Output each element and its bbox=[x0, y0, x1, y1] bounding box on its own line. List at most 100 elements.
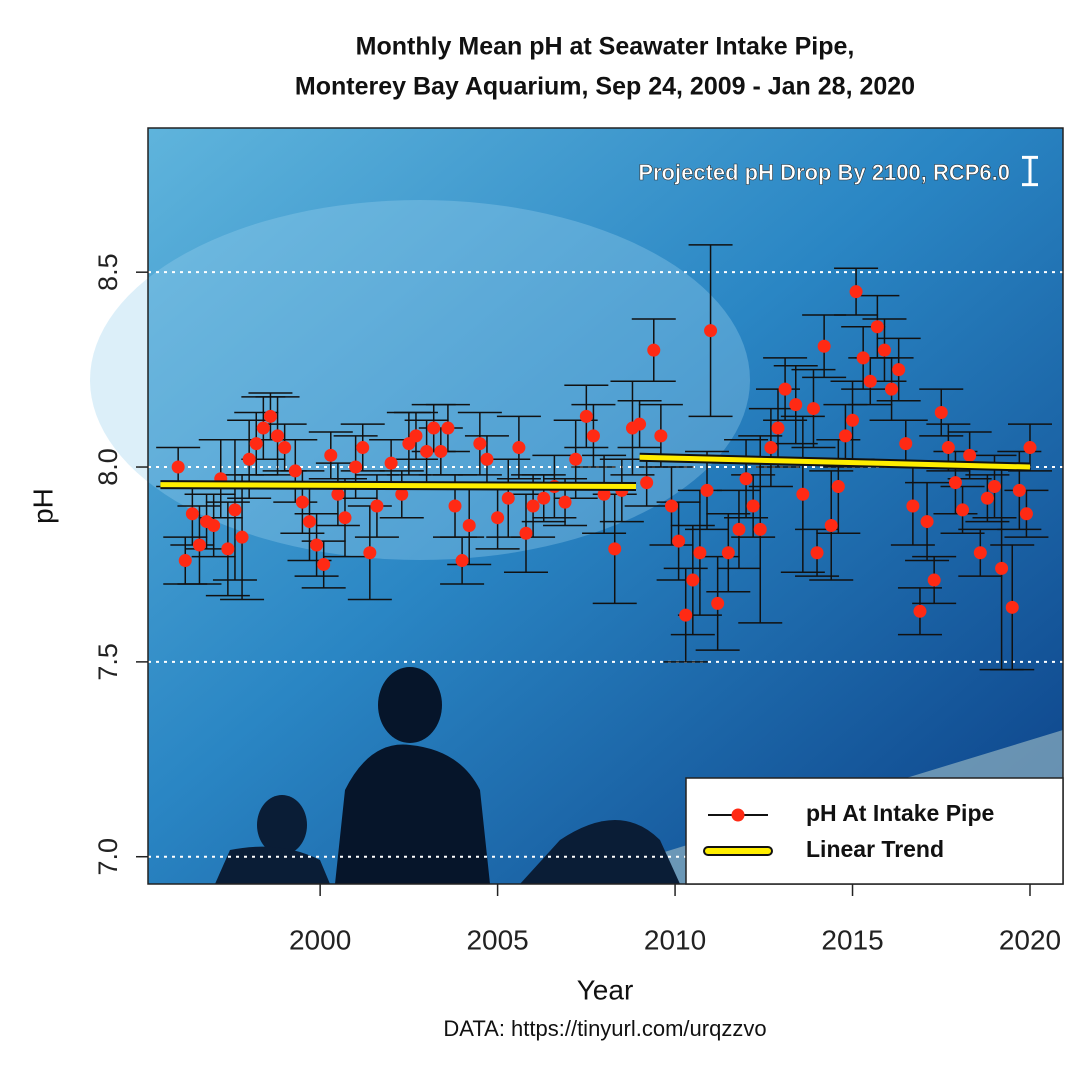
data-point bbox=[1023, 441, 1037, 455]
x-tick-label: 2005 bbox=[466, 924, 528, 955]
data-point bbox=[739, 472, 753, 486]
data-point bbox=[448, 499, 462, 513]
data-point bbox=[363, 546, 377, 560]
data-point bbox=[892, 363, 906, 377]
data-point bbox=[789, 398, 803, 412]
x-tick-label: 2010 bbox=[644, 924, 706, 955]
data-point bbox=[526, 499, 540, 513]
data-point bbox=[927, 573, 941, 587]
data-point bbox=[310, 538, 324, 552]
data-point bbox=[409, 429, 423, 443]
data-point bbox=[973, 546, 987, 560]
data-point bbox=[480, 452, 494, 466]
data-point bbox=[207, 518, 221, 532]
data-point bbox=[519, 526, 533, 540]
data-point bbox=[512, 441, 526, 455]
data-point bbox=[870, 320, 884, 334]
data-point bbox=[796, 487, 810, 501]
data-point bbox=[349, 460, 363, 474]
data-point bbox=[672, 534, 686, 548]
data-point bbox=[679, 608, 693, 622]
data-point bbox=[778, 382, 792, 396]
data-point bbox=[1005, 600, 1019, 614]
x-tick-label: 2020 bbox=[999, 924, 1061, 955]
data-point bbox=[956, 503, 970, 517]
y-axis-label: pH bbox=[27, 488, 58, 524]
data-point bbox=[1019, 507, 1033, 521]
data-point bbox=[980, 491, 994, 505]
data-point bbox=[256, 421, 270, 435]
data-point bbox=[324, 448, 338, 462]
data-point bbox=[278, 441, 292, 455]
data-point bbox=[192, 538, 206, 552]
y-tick-label: 7.5 bbox=[93, 643, 123, 681]
data-point bbox=[221, 542, 235, 556]
data-point bbox=[271, 429, 285, 443]
data-point bbox=[473, 437, 487, 451]
data-point bbox=[171, 460, 185, 474]
data-point bbox=[764, 441, 778, 455]
chart-title: Monthly Mean pH at Seawater Intake Pipe, bbox=[356, 33, 855, 61]
data-point bbox=[441, 421, 455, 435]
data-point bbox=[963, 448, 977, 462]
data-point bbox=[654, 429, 668, 443]
data-point bbox=[1012, 483, 1026, 497]
plot-frame bbox=[147, 127, 1064, 885]
data-point bbox=[913, 604, 927, 618]
data-point bbox=[948, 476, 962, 490]
data-point bbox=[941, 441, 955, 455]
data-point bbox=[846, 413, 860, 427]
data-point bbox=[384, 456, 398, 470]
data-point bbox=[370, 499, 384, 513]
data-point bbox=[863, 374, 877, 388]
data-point bbox=[491, 511, 505, 525]
data-point bbox=[824, 518, 838, 532]
data-point bbox=[920, 515, 934, 529]
data-point bbox=[579, 409, 593, 423]
y-tick-label: 7.0 bbox=[93, 838, 123, 876]
data-point bbox=[753, 522, 767, 536]
data-point bbox=[338, 511, 352, 525]
data-point bbox=[995, 561, 1009, 575]
data-point bbox=[721, 546, 735, 560]
data-point bbox=[633, 417, 647, 431]
data-point bbox=[885, 382, 899, 396]
data-point bbox=[838, 429, 852, 443]
data-point bbox=[704, 324, 718, 338]
data-point bbox=[608, 542, 622, 556]
data-point bbox=[462, 518, 476, 532]
y-tick-label: 8.5 bbox=[93, 253, 123, 291]
data-point bbox=[640, 476, 654, 490]
data-point bbox=[665, 499, 679, 513]
legend-label: pH At Intake Pipe bbox=[806, 800, 994, 826]
data-point bbox=[317, 557, 331, 571]
data-point bbox=[877, 343, 891, 357]
data-point bbox=[501, 491, 515, 505]
data-point bbox=[849, 285, 863, 299]
data-point bbox=[558, 495, 572, 509]
data-point bbox=[185, 507, 199, 521]
data-point bbox=[711, 596, 725, 610]
x-tick-label: 2015 bbox=[821, 924, 883, 955]
data-point bbox=[817, 339, 831, 353]
data-point bbox=[856, 351, 870, 365]
data-point bbox=[434, 444, 448, 458]
data-point bbox=[242, 452, 256, 466]
data-point bbox=[831, 480, 845, 494]
x-axis-label: Year bbox=[577, 974, 634, 1005]
data-point bbox=[934, 405, 948, 419]
chart-title: Monterey Bay Aquarium, Sep 24, 2009 - Ja… bbox=[295, 73, 915, 101]
x-tick-label: 2000 bbox=[289, 924, 351, 955]
y-tick-label: 8.0 bbox=[93, 448, 123, 486]
data-point bbox=[295, 495, 309, 509]
legend-label: Linear Trend bbox=[806, 836, 944, 862]
data-point bbox=[263, 409, 277, 423]
data-point bbox=[686, 573, 700, 587]
data-point bbox=[331, 487, 345, 501]
source-note: DATA: https://tinyurl.com/urqzzvo bbox=[443, 1016, 766, 1041]
legend-box bbox=[685, 777, 1064, 885]
data-point bbox=[395, 487, 409, 501]
data-point bbox=[235, 530, 249, 544]
data-point bbox=[771, 421, 785, 435]
